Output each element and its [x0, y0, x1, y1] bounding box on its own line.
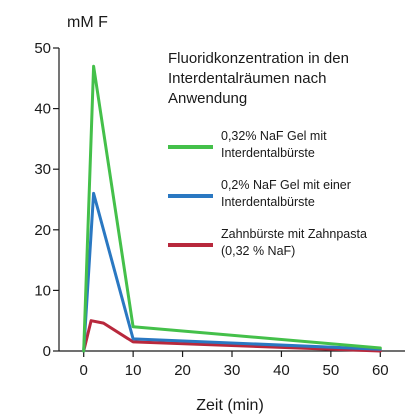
x-tick-label: 20: [174, 362, 191, 379]
legend-item-3: Zahnbürste mit Zahnpasta (0,32 % NaF): [168, 227, 367, 258]
y-tick-label: 0: [43, 343, 51, 360]
y-tick-label: 50: [34, 40, 51, 57]
legend-label: 0,2% NaF Gel mit einer: [221, 178, 351, 192]
series-line-3: [82, 319, 382, 353]
x-tick-label: 30: [224, 362, 241, 379]
legend-title: Fluoridkonzentration in den Interdentalr…: [168, 50, 353, 107]
x-axis-title: Zeit (min): [196, 397, 264, 414]
legend-item-2: 0,2% NaF Gel mit einer Interdentalbürste: [168, 178, 351, 209]
x-tick-label: 50: [323, 362, 340, 379]
legend-item-1: 0,32% NaF Gel mit Interdentalbürste: [168, 129, 327, 160]
series-line-2: [82, 191, 382, 353]
y-axis-title: mM F: [67, 14, 108, 31]
legend: Fluoridkonzentration in den Interdentalr…: [168, 50, 367, 258]
series-line-1: [82, 64, 382, 353]
legend-label: Interdentalbürste: [221, 195, 315, 209]
x-tick-label: 40: [273, 362, 290, 379]
x-tick-label: 60: [372, 362, 389, 379]
series-lines: [82, 64, 382, 353]
y-tick-label: 10: [34, 282, 51, 299]
x-tick-label: 10: [125, 362, 142, 379]
legend-title-line-3: Anwendung: [168, 90, 247, 107]
legend-label: (0,32 % NaF): [221, 244, 295, 258]
legend-label: Zahnbürste mit Zahnpasta: [221, 227, 367, 241]
tick-labels: 0 10 20 30 40 50 0 10 20 30 40 50 60: [34, 40, 388, 379]
y-tick-label: 40: [34, 101, 51, 118]
y-tick-label: 30: [34, 161, 51, 178]
legend-label: Interdentalbürste: [221, 146, 315, 160]
x-tick-label: 0: [80, 362, 88, 379]
y-tick-label: 20: [34, 222, 51, 239]
legend-title-line-2: Interdentalräumen nach: [168, 70, 326, 87]
legend-label: 0,32% NaF Gel mit: [221, 129, 327, 143]
legend-title-line-1: Fluoridkonzentration in den: [168, 50, 349, 67]
